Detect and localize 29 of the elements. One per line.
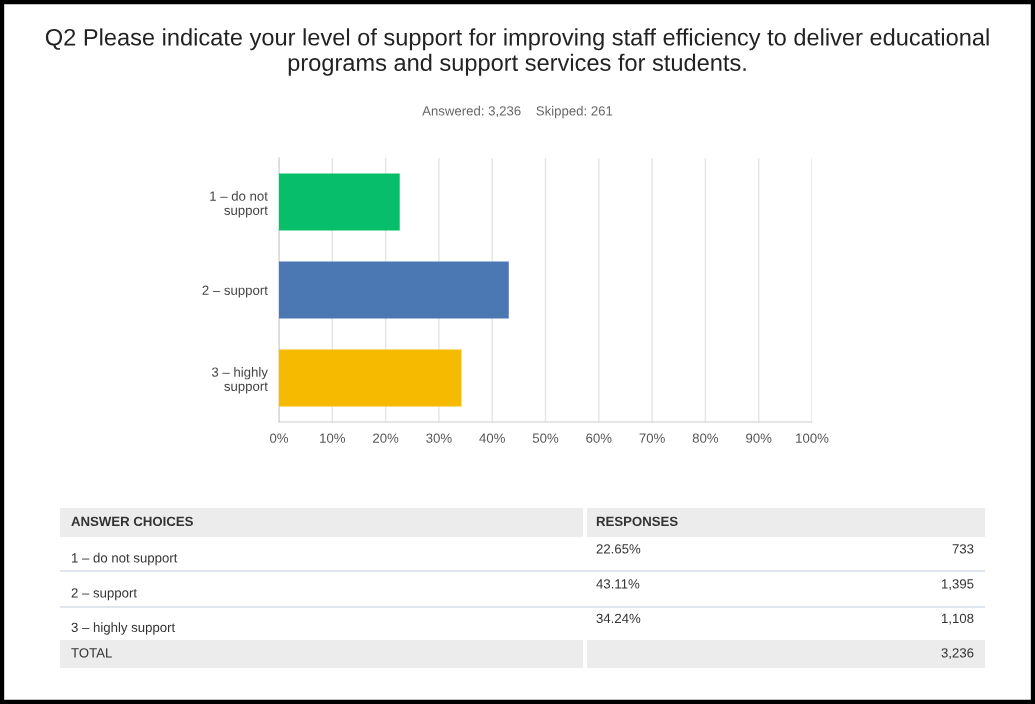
text: TOTAL: [71, 648, 112, 658]
text: 22.65%: [596, 544, 641, 554]
x-tick-label: 10%: [320, 433, 346, 443]
text: 733: [952, 544, 974, 554]
x-tick-label: 100%: [796, 433, 829, 443]
x-tick-label: 20%: [373, 433, 399, 443]
x-tick-label: 30%: [426, 433, 452, 443]
text: RESPONSES: [596, 516, 678, 527]
y-tick-label: 1 – do not support: [210, 191, 268, 218]
text: 1,395: [941, 579, 974, 591]
text: ANSWER CHOICES: [71, 516, 193, 527]
x-tick-label: 90%: [746, 433, 772, 443]
text: 43.11%: [596, 579, 640, 589]
category-label: 2 – support: [71, 588, 137, 601]
x-tick-label: 40%: [479, 433, 505, 443]
chart-title: Q2 Please indicate your level of support for improving staff efficiency to deliver educational programs and support services for students.: [45, 28, 989, 76]
text: 34.24%: [596, 613, 641, 624]
category-label: 1 – do not support: [72, 552, 178, 566]
x-tick-label: 50%: [532, 433, 559, 443]
x-tick-label: 60%: [586, 433, 612, 443]
y-tick-label: 3 – highly support: [211, 367, 268, 394]
chart-subtitle: Answered: 3,236 Skipped: 261: [422, 105, 613, 119]
y-tick-label: 2 – support: [202, 285, 268, 298]
category-label: 3 – highly support: [71, 622, 176, 635]
x-tick-label: 70%: [639, 433, 665, 443]
x-tick-label: 0%: [269, 433, 289, 443]
x-tick-label: 80%: [692, 433, 719, 443]
text: 3,236: [941, 648, 974, 660]
text: 1,108: [941, 613, 974, 625]
